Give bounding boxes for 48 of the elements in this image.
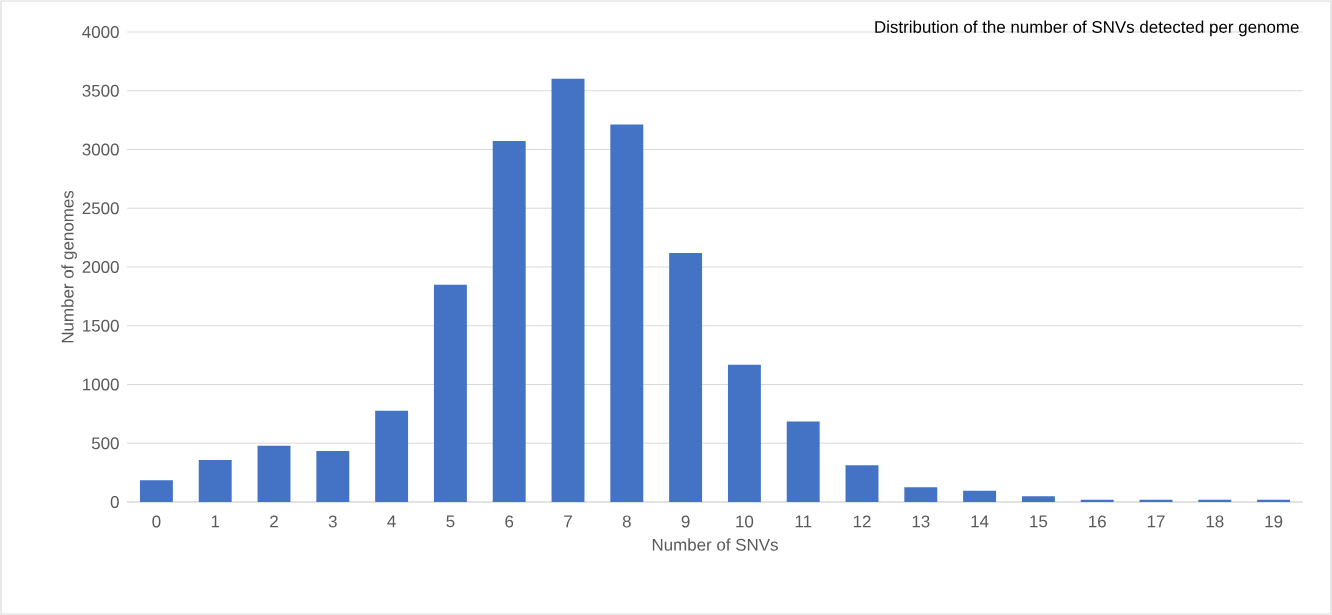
x-tick-label: 4	[387, 515, 396, 528]
x-tick-label: 3	[328, 515, 337, 528]
x-tick-label: 17	[1147, 515, 1165, 528]
y-axis-title: Number of genomes	[61, 190, 77, 343]
bar	[139, 480, 173, 502]
x-tick-label: 14	[971, 515, 989, 528]
x-tick-label: 16	[1089, 515, 1106, 528]
y-tick-label: 1500	[83, 319, 119, 332]
bar	[669, 253, 703, 502]
x-tick-label: 9	[681, 515, 690, 528]
x-tick-label: 15	[1030, 515, 1048, 528]
bar	[375, 410, 409, 502]
y-tick-label: 2000	[82, 260, 119, 273]
x-tick-label: 5	[446, 515, 455, 528]
x-tick-label: 1	[211, 515, 220, 528]
bar	[1021, 496, 1055, 502]
bar	[198, 460, 232, 502]
x-tick-label: 2	[270, 515, 278, 528]
bar	[433, 284, 467, 502]
x-tick-label: 12	[853, 515, 871, 528]
y-tick-label: 1000	[83, 378, 119, 391]
bar	[551, 78, 585, 502]
y-tick-label: 3000	[82, 143, 119, 156]
x-tick-label: 18	[1206, 515, 1224, 528]
x-tick-label: 8	[622, 515, 631, 528]
bar	[904, 487, 938, 502]
x-axis-title: Number of SNVs	[652, 538, 778, 551]
bar	[727, 364, 761, 502]
bar	[610, 124, 644, 502]
y-tick-label: 500	[91, 437, 119, 450]
x-tick-label: 7	[564, 515, 572, 528]
x-tick-label: 0	[152, 515, 161, 528]
bar	[257, 445, 291, 502]
bar	[316, 451, 350, 502]
y-tick-label: 3500	[82, 84, 119, 97]
y-tick-label: 4000	[82, 25, 119, 38]
x-tick-label: 10	[736, 515, 754, 528]
y-tick-label: 0	[110, 495, 119, 508]
chart-title: Distribution of the number of SNVs detected per genome	[875, 20, 1299, 37]
x-tick-label: 6	[505, 515, 514, 528]
bar	[492, 141, 526, 502]
bar	[963, 490, 997, 502]
x-tick-label: 11	[795, 515, 812, 528]
y-tick-label: 2500	[82, 202, 119, 215]
bar	[845, 465, 879, 502]
x-tick-label: 13	[912, 515, 930, 528]
x-tick-label: 19	[1265, 515, 1283, 528]
bar	[786, 421, 820, 502]
